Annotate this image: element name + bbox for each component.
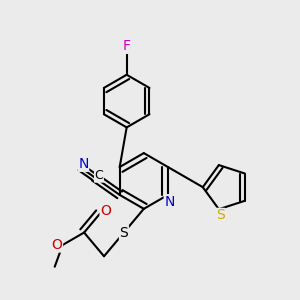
- Text: O: O: [100, 204, 111, 218]
- Text: F: F: [123, 39, 131, 53]
- Text: C: C: [94, 169, 103, 182]
- Text: N: N: [164, 195, 175, 209]
- Text: N: N: [78, 157, 88, 171]
- Text: O: O: [52, 238, 62, 252]
- Text: S: S: [119, 226, 128, 239]
- Text: S: S: [216, 208, 225, 222]
